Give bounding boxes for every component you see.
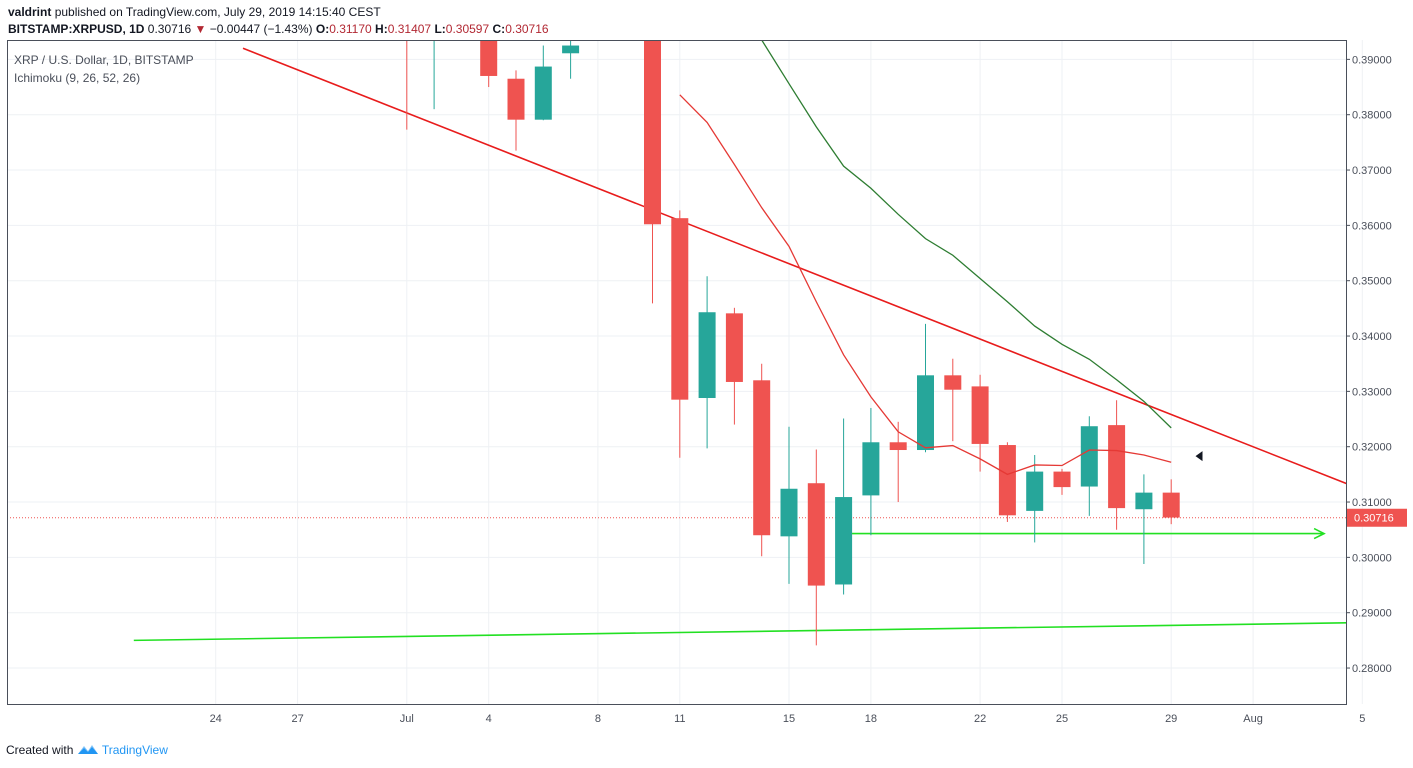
x-tick-label: Jul [400,713,414,725]
candle-body[interactable] [753,380,771,536]
candle-body[interactable] [398,18,415,40]
symbol-name: BITSTAMP:XRPUSD, 1D [8,22,145,36]
y-tick-label: 0.30000 [1352,552,1392,564]
x-tick-label: 5 [1359,713,1365,725]
y-tick-label: 0.31000 [1352,497,1392,509]
ichimoku-lines [679,40,1172,476]
high-label: H: [375,22,388,36]
chart-overlay: 0.30716 [1195,451,1407,527]
low-value: 0.30597 [445,22,490,36]
candle-body[interactable] [534,66,552,120]
x-tick-label: 24 [210,713,222,725]
x-tick-label: 4 [486,713,492,725]
candle-body[interactable] [998,445,1016,516]
symbol-info: BITSTAMP:XRPUSD, 1D 0.30716 ▼ −0.00447 (… [8,22,549,36]
x-tick-label: 25 [1056,713,1068,725]
y-tick-label: 0.39000 [1352,54,1392,66]
y-tick-label: 0.29000 [1352,608,1392,620]
candle-body[interactable] [426,21,443,40]
y-tick-label: 0.36000 [1352,220,1392,232]
y-tick-label: 0.37000 [1352,165,1392,177]
resistance-trendline [242,47,1346,485]
candle-body[interactable] [480,40,498,76]
footer-brand[interactable]: TradingView [101,743,168,757]
plot-border [7,40,1347,705]
candle-body[interactable] [780,488,798,537]
x-tick-label: 18 [865,713,877,725]
y-tick-label: 0.35000 [1352,276,1392,288]
candle-body[interactable] [1080,426,1098,487]
candle-body[interactable] [1135,492,1153,510]
candle-body[interactable] [507,78,525,120]
x-tick-label: 11 [674,713,685,725]
candle-body[interactable] [1053,471,1071,488]
high-value: 0.31407 [387,22,432,36]
kijun-line [761,40,1172,429]
y-tick-label: 0.32000 [1352,442,1392,454]
candle-body[interactable] [971,386,989,444]
candle-body[interactable] [1026,471,1044,511]
chart-legend-symbol[interactable]: XRP / U.S. Dollar, 1D, BITSTAMP [14,53,194,67]
support_short-arrow-icon [1313,527,1326,540]
y-tick-label: 0.28000 [1352,663,1392,675]
candle-body[interactable] [862,442,880,496]
x-tick-label: 22 [974,713,986,725]
publish-info: valdrint published on TradingView.com, J… [8,5,381,19]
footer: Created with TradingView [6,742,168,757]
y-tick-label: 0.34000 [1352,331,1392,343]
open-value: 0.31170 [329,22,372,36]
x-tick-label: 8 [595,713,601,725]
candle-body[interactable] [562,45,580,54]
current-price-label: 0.30716 [1354,513,1394,525]
candle-body[interactable] [889,442,907,451]
close-label: C: [492,22,506,36]
x-tick-label: 15 [783,713,795,725]
tenkan-line [679,94,1172,476]
support-trendline [133,622,1346,642]
candle-body[interactable] [917,375,934,451]
candlesticks[interactable] [398,5,1180,646]
price-change: −0.00447 (−1.43%) [209,22,313,36]
change-down-icon: ▼ [194,22,207,36]
candle-body[interactable] [1162,492,1180,518]
trend-lines [7,47,1346,642]
candle-body[interactable] [1108,425,1126,509]
x-tick-label: 29 [1165,713,1177,725]
candle-body[interactable] [671,218,689,400]
last-price: 0.30716 [147,22,192,36]
footer-created-with: Created with [6,743,74,757]
publish-text: published on TradingView.com, July 29, 2… [54,5,381,19]
author-name[interactable]: valdrint [8,5,52,19]
candle-body[interactable] [807,483,825,586]
cursor-marker-icon [1195,451,1203,462]
chart-legend-indicator[interactable]: Ichimoku (9, 26, 52, 26) [14,71,141,85]
candle-body[interactable] [644,40,661,225]
tradingview-logo-icon [77,745,98,754]
candle-body[interactable] [835,497,853,585]
x-tick-label: Aug [1243,713,1263,725]
current-price-tag [1347,508,1407,527]
y-tick-label: 0.38000 [1352,110,1392,122]
candle-body[interactable] [725,313,743,382]
low-label: L: [434,22,446,36]
axes: 0.28000 0.29000 0.30000 0.31000 0.32000 0.330… [7,40,1392,725]
candle-body[interactable] [944,375,962,390]
open-label: O: [315,22,330,36]
close-value: 0.30716 [505,22,549,36]
x-tick-label: 27 [291,713,303,725]
candle-body[interactable] [698,312,716,399]
y-tick-label: 0.33000 [1352,386,1392,398]
